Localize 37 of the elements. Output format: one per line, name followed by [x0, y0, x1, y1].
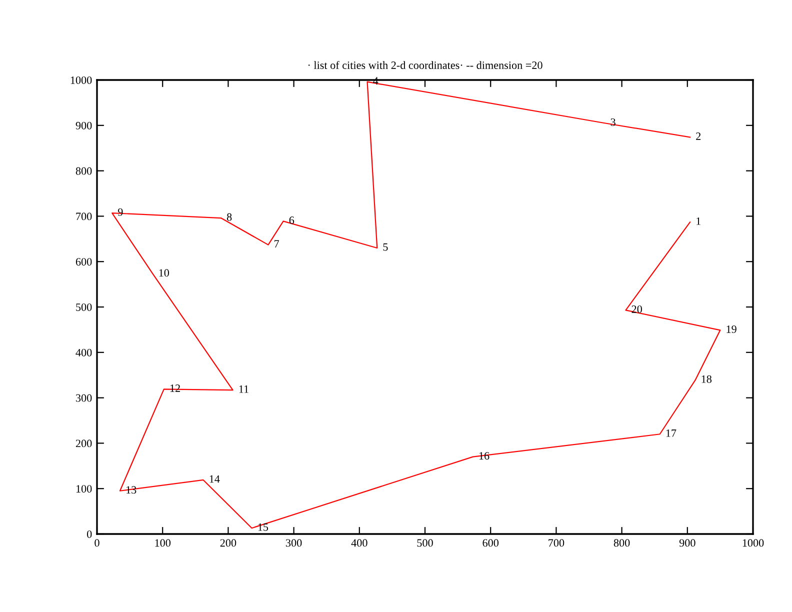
annotation: 19 — [726, 325, 736, 333]
y-tick-label: 300 — [76, 394, 92, 402]
x-tick-label: 100 — [155, 539, 171, 547]
annotation: 8 — [226, 213, 232, 221]
x-tick-label: 300 — [286, 539, 302, 547]
annotation: 14 — [210, 475, 220, 483]
y-tick-label: 800 — [76, 167, 92, 175]
x-tick-label: 400 — [351, 539, 368, 547]
annotation: 5 — [383, 243, 388, 251]
annotation: 18 — [702, 375, 712, 383]
x-tick-label: 900 — [679, 539, 696, 547]
annotation: 15 — [258, 523, 268, 531]
annotation: 10 — [159, 269, 170, 277]
x-tick-label: 800 — [614, 539, 630, 547]
y-tick-label: 400 — [76, 348, 92, 356]
x-tick-label: 1000 — [742, 539, 764, 547]
x-tick-label: 700 — [548, 539, 564, 547]
y-tick-label: 700 — [76, 212, 92, 220]
annotation: 11 — [239, 385, 248, 393]
x-tick-label: 600 — [482, 539, 499, 547]
annotation: 7 — [274, 240, 280, 248]
x-tick-label: 500 — [417, 539, 433, 547]
x-tick-label: 200 — [220, 539, 236, 547]
annotation: 1 — [696, 217, 700, 225]
chart-title: · list of cities with 2-d coordinates· -- dimension =20 — [308, 61, 542, 69]
y-tick-label: 900 — [76, 122, 92, 130]
y-tick-label: 600 — [76, 258, 92, 266]
annotation: 2 — [696, 132, 701, 140]
y-tick-label: 200 — [76, 440, 92, 448]
x-tick-label: 0 — [94, 539, 100, 547]
annotation: 6 — [289, 216, 294, 224]
y-tick-label: 1000 — [70, 76, 92, 84]
y-tick-label: 100 — [76, 485, 92, 493]
y-tick-label: 0 — [87, 530, 92, 538]
annotation: 17 — [666, 429, 676, 437]
annotation: 20 — [632, 305, 642, 313]
y-tick-label: 500 — [76, 303, 92, 311]
